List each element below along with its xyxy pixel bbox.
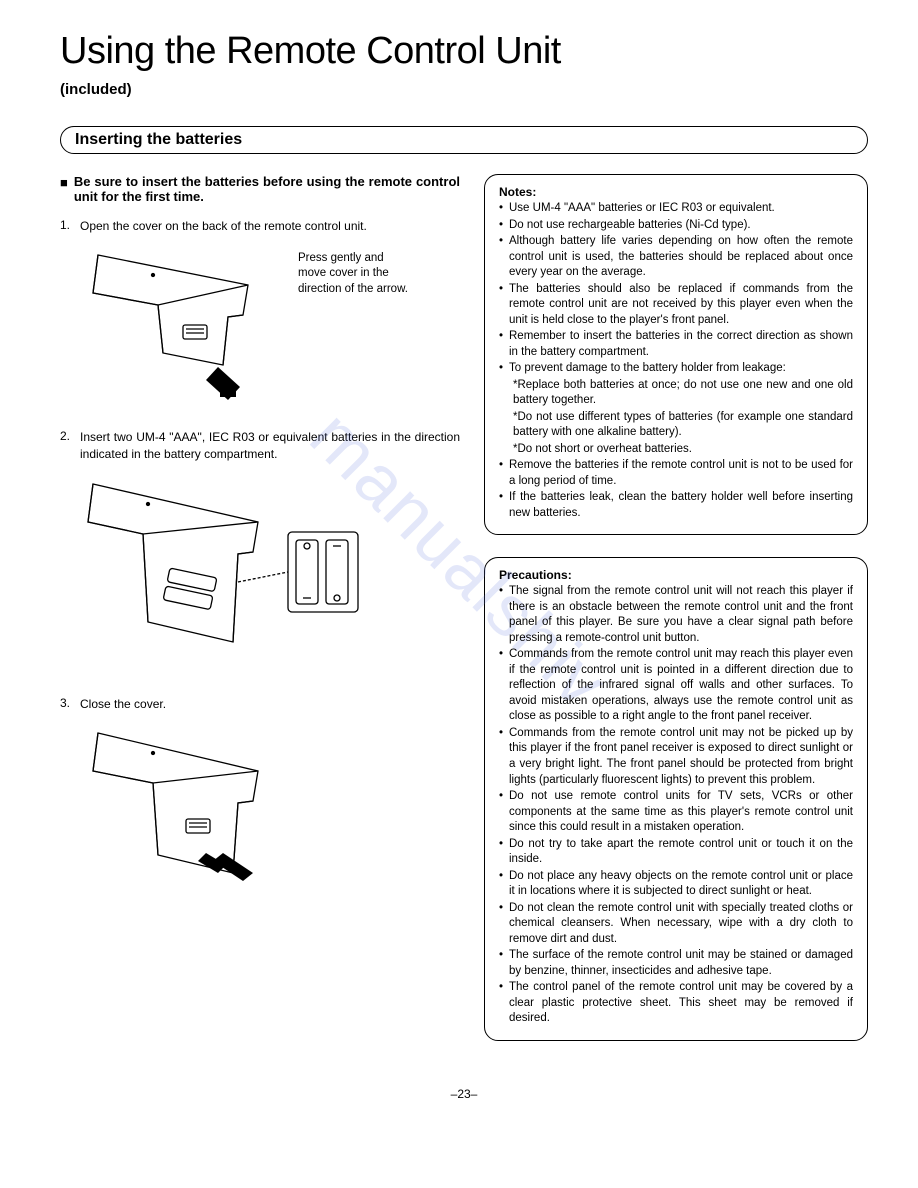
- step-2: 2. Insert two UM-4 "AAA", IEC R03 or equ…: [60, 429, 460, 463]
- step-1: 1. Open the cover on the back of the rem…: [60, 218, 460, 235]
- remote-insert-batteries-diagram: [78, 472, 378, 672]
- lead-instruction: ■ Be sure to insert the batteries before…: [60, 174, 460, 204]
- precaution-item: Do not try to take apart the remote cont…: [499, 837, 853, 868]
- lead-bullet-icon: ■: [60, 176, 68, 189]
- subtitle: (included): [60, 81, 868, 98]
- note-sub-item: *Do not use different types of batteries…: [499, 410, 853, 441]
- left-column: ■ Be sure to insert the batteries before…: [60, 174, 460, 1063]
- note-item: Use UM-4 "AAA" batteries or IEC R03 or e…: [499, 201, 853, 217]
- step-3: 3. Close the cover.: [60, 696, 460, 713]
- note-item: If the batteries leak, clean the battery…: [499, 490, 853, 521]
- note-sub-item: *Replace both batteries at once; do not …: [499, 378, 853, 409]
- page-title: Using the Remote Control Unit: [60, 30, 868, 73]
- step-number: 2.: [60, 429, 74, 463]
- precaution-item: Do not place any heavy objects on the re…: [499, 869, 853, 900]
- remote-close-cover-diagram: [78, 723, 298, 903]
- remote-open-cover-diagram: [78, 245, 288, 405]
- right-column: Notes: Use UM-4 "AAA" batteries or IEC R…: [484, 174, 868, 1063]
- step-number: 1.: [60, 218, 74, 235]
- note-item: Remove the batteries if the remote contr…: [499, 458, 853, 489]
- illustration-3: [78, 723, 460, 903]
- precaution-item: The control panel of the remote control …: [499, 980, 853, 1027]
- notes-title: Notes:: [499, 185, 853, 199]
- precaution-item: The surface of the remote control unit m…: [499, 948, 853, 979]
- precaution-item: Commands from the remote control unit ma…: [499, 726, 853, 788]
- notes-box: Notes: Use UM-4 "AAA" batteries or IEC R…: [484, 174, 868, 535]
- precautions-title: Precautions:: [499, 568, 853, 582]
- illustration-2: [78, 472, 460, 672]
- content-columns: ■ Be sure to insert the batteries before…: [60, 174, 868, 1063]
- precautions-box: Precautions: The signal from the remote …: [484, 557, 868, 1040]
- notes-list-2: Remove the batteries if the remote contr…: [499, 458, 853, 521]
- note-item: Do not use rechargeable batteries (Ni-Cd…: [499, 218, 853, 234]
- precautions-list: The signal from the remote control unit …: [499, 584, 853, 1026]
- precaution-item: The signal from the remote control unit …: [499, 584, 853, 646]
- precaution-item: Commands from the remote control unit ma…: [499, 647, 853, 725]
- step-text: Close the cover.: [80, 696, 460, 713]
- note-item: The batteries should also be replaced if…: [499, 282, 853, 329]
- note-item: To prevent damage to the battery holder …: [499, 361, 853, 377]
- section-header: Inserting the batteries: [60, 126, 868, 154]
- step-text: Insert two UM-4 "AAA", IEC R03 or equiva…: [80, 429, 460, 463]
- page-number: –23–: [60, 1087, 868, 1101]
- note-item: Although battery life varies depending o…: [499, 234, 853, 281]
- step-number: 3.: [60, 696, 74, 713]
- lead-text: Be sure to insert the batteries before u…: [74, 174, 460, 204]
- precaution-item: Do not use remote control units for TV s…: [499, 789, 853, 836]
- notes-list: Use UM-4 "AAA" batteries or IEC R03 or e…: [499, 201, 853, 377]
- illustration-1: Press gently and move cover in the direc…: [78, 245, 460, 405]
- note-item: Remember to insert the batteries in the …: [499, 329, 853, 360]
- precaution-item: Do not clean the remote control unit wit…: [499, 901, 853, 948]
- illustration-1-caption: Press gently and move cover in the direc…: [298, 251, 408, 298]
- step-text: Open the cover on the back of the remote…: [80, 218, 460, 235]
- note-sub-item: *Do not short or overheat batteries.: [499, 442, 853, 458]
